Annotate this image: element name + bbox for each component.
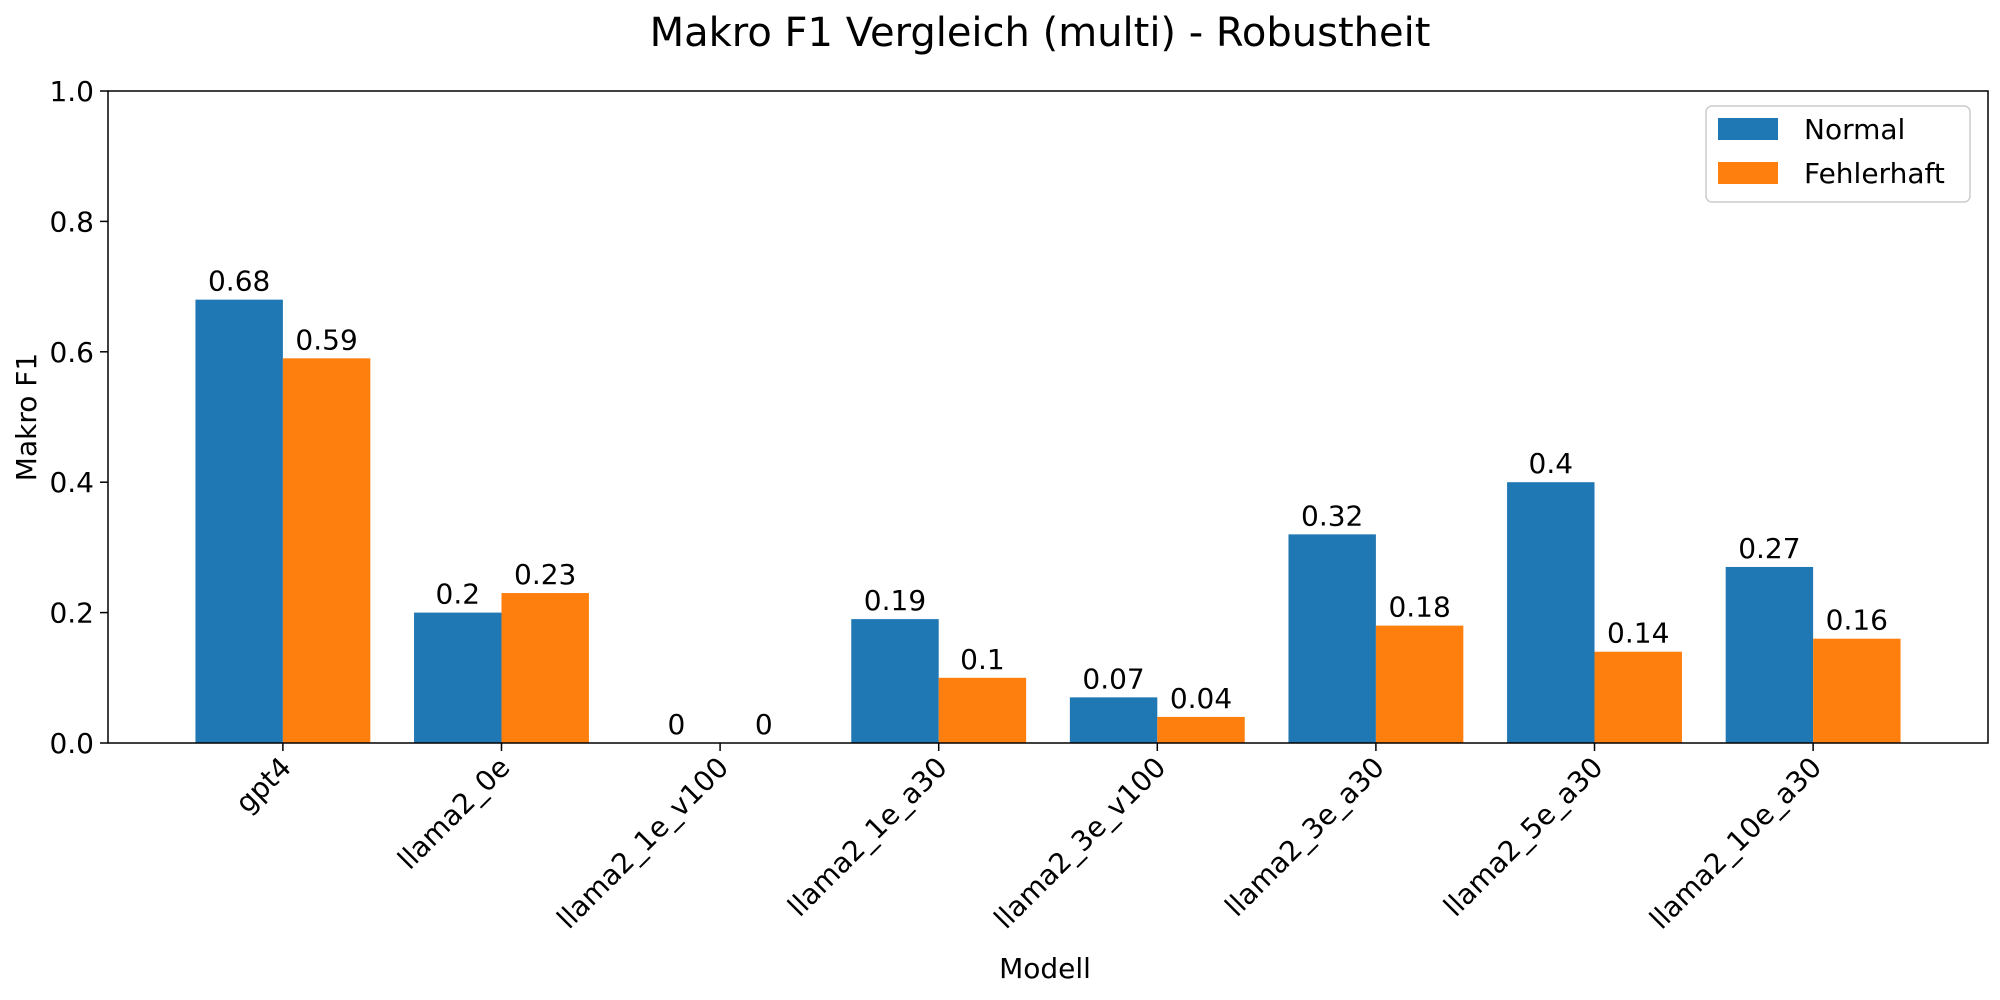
y-tick-label: 0.4 — [49, 466, 94, 499]
value-label-fehlerhaft-llama2_3e_a30: 0.18 — [1388, 591, 1450, 624]
y-tick-label: 0.0 — [49, 727, 94, 760]
value-label-fehlerhaft-llama2_3e_v100: 0.04 — [1170, 682, 1232, 715]
plot-area-frame — [107, 90, 1989, 744]
bar-fehlerhaft-llama2_1e_a30 — [938, 677, 1027, 743]
bar-fehlerhaft-llama2_0e — [501, 593, 589, 743]
bar-normal-gpt4 — [195, 299, 283, 743]
value-labels-layer: 0.68 0.59 0.2 0.23 0 0 0.19 0.1 0.07 0.04 0.32 0.18… — [208, 265, 1888, 741]
value-label-fehlerhaft-gpt4: 0.59 — [295, 323, 357, 356]
y-tick-label: 0.6 — [49, 336, 94, 369]
value-label-fehlerhaft-llama2_0e: 0.23 — [514, 558, 576, 591]
value-label-normal-llama2_5e_a30: 0.4 — [1529, 447, 1574, 480]
x-tick-label-llama2_0e: llama2_0e — [391, 751, 516, 876]
legend-swatch-normal — [1718, 118, 1778, 140]
x-tick-label-llama2_5e_a30: llama2_5e_a30 — [1437, 751, 1609, 923]
chart-title: Makro F1 Vergleich (multi) - Robustheit — [650, 10, 1431, 56]
x-axis-label: Modell — [999, 952, 1091, 985]
x-tick-label-llama2_10e_a30: llama2_10e_a30 — [1643, 751, 1828, 936]
legend-label-normal: Normal — [1804, 113, 1905, 146]
x-tick-label-llama2_3e_v100: llama2_3e_v100 — [988, 751, 1173, 936]
value-label-fehlerhaft-llama2_10e_a30: 0.16 — [1826, 604, 1888, 637]
y-tick-label: 0.8 — [49, 205, 94, 238]
bar-fehlerhaft-llama2_5e_a30 — [1594, 651, 1682, 743]
legend-label-fehlerhaft: Fehlerhaft — [1804, 157, 1945, 190]
value-label-normal-gpt4: 0.68 — [208, 265, 270, 298]
bar-normal-llama2_3e_a30 — [1288, 534, 1376, 743]
legend-swatch-fehlerhaft — [1718, 162, 1778, 184]
value-label-normal-llama2_10e_a30: 0.27 — [1738, 532, 1800, 565]
value-label-fehlerhaft-llama2_5e_a30: 0.14 — [1607, 617, 1669, 650]
value-label-normal-llama2_1e_v100: 0 — [667, 708, 685, 741]
value-label-fehlerhaft-llama2_1e_v100: 0 — [755, 708, 773, 741]
bar-normal-llama2_5e_a30 — [1507, 482, 1595, 743]
bar-normal-llama2_0e — [414, 612, 502, 743]
bars-layer — [195, 299, 1901, 743]
bar-fehlerhaft-gpt4 — [282, 358, 371, 743]
y-axis: 0.0 0.2 0.4 0.6 0.8 1.0 — [49, 75, 108, 760]
x-axis: gpt4 llama2_0e llama2_1e_v100 llama2_1e_a30… — [229, 743, 1828, 936]
y-axis-label: Makro F1 — [10, 353, 43, 481]
y-tick-label: 1.0 — [49, 75, 94, 108]
x-tick-label-llama2_3e_a30: llama2_3e_a30 — [1218, 751, 1390, 923]
value-label-normal-llama2_1e_a30: 0.19 — [864, 584, 926, 617]
bar-fehlerhaft-llama2_3e_v100 — [1157, 716, 1245, 743]
value-label-normal-llama2_3e_a30: 0.32 — [1301, 499, 1363, 532]
bar-normal-llama2_3e_v100 — [1069, 697, 1158, 743]
x-tick-label-llama2_1e_a30: llama2_1e_a30 — [781, 751, 953, 923]
value-label-fehlerhaft-llama2_1e_a30: 0.1 — [960, 643, 1005, 676]
x-tick-label-llama2_1e_v100: llama2_1e_v100 — [550, 751, 735, 936]
value-label-normal-llama2_3e_v100: 0.07 — [1082, 662, 1144, 695]
bar-normal-llama2_10e_a30 — [1725, 566, 1814, 743]
bar-normal-llama2_1e_a30 — [851, 619, 939, 743]
bar-fehlerhaft-llama2_10e_a30 — [1813, 638, 1901, 743]
y-tick-label: 0.2 — [49, 597, 94, 630]
bar-fehlerhaft-llama2_3e_a30 — [1375, 625, 1464, 743]
x-tick-label-gpt4: gpt4 — [229, 751, 298, 820]
value-label-normal-llama2_0e: 0.2 — [436, 578, 481, 611]
legend: Normal Fehlerhaft — [1705, 105, 1971, 203]
